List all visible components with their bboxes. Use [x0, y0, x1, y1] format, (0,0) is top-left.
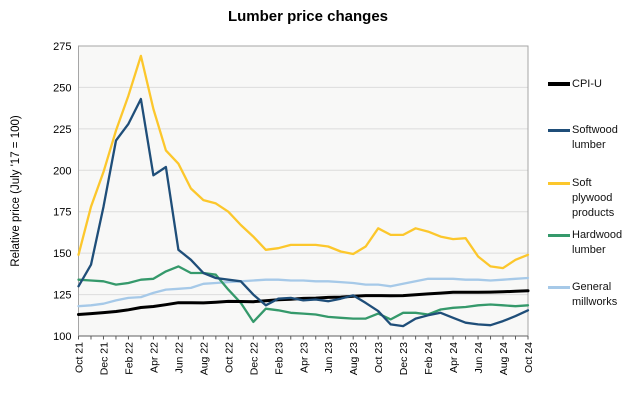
svg-text:Aug 23: Aug 23 [348, 342, 360, 375]
svg-text:Apr 22: Apr 22 [148, 342, 160, 373]
svg-text:Apr 24: Apr 24 [448, 342, 460, 373]
svg-text:100: 100 [53, 331, 71, 343]
svg-text:Dec 23: Dec 23 [398, 342, 410, 375]
svg-text:Feb 22: Feb 22 [123, 342, 135, 375]
svg-text:Apr 23: Apr 23 [298, 342, 310, 373]
legend-label: General millworks [572, 281, 618, 308]
svg-text:Oct 22: Oct 22 [223, 342, 235, 373]
legend-item-softwood-lumber: Softwood lumber [548, 123, 624, 153]
millworks-line-swatch-icon [548, 286, 570, 289]
svg-text:Feb 24: Feb 24 [423, 342, 435, 375]
svg-text:250: 250 [53, 82, 71, 94]
svg-text:175: 175 [53, 207, 71, 219]
svg-text:Dec 22: Dec 22 [248, 342, 260, 375]
legend: CPI-U Softwood lumber Soft plywood produ… [548, 0, 624, 400]
svg-text:Dec 21: Dec 21 [98, 342, 110, 375]
legend-label: Soft plywood products [572, 177, 615, 219]
legend-item-cpi-u: CPI-U [548, 77, 624, 92]
svg-text:Oct 23: Oct 23 [373, 342, 385, 373]
svg-text:Aug 22: Aug 22 [198, 342, 210, 375]
cpi-u-line-swatch-icon [548, 82, 570, 86]
chart-title: Lumber price changes [227, 8, 389, 25]
plywood-line-swatch-icon [548, 182, 570, 185]
svg-text:200: 200 [53, 165, 71, 177]
legend-item-soft-plywood: Soft plywood products [548, 176, 624, 221]
softwood-line-swatch-icon [548, 129, 570, 132]
svg-text:Jun 24: Jun 24 [473, 342, 485, 374]
svg-text:Oct 21: Oct 21 [74, 342, 86, 373]
legend-item-hardwood-lumber: Hardwood lumber [548, 228, 624, 258]
svg-text:Oct 24: Oct 24 [523, 342, 535, 373]
svg-text:Feb 23: Feb 23 [273, 342, 285, 375]
svg-text:125: 125 [53, 290, 71, 302]
svg-text:150: 150 [53, 248, 71, 260]
svg-text:225: 225 [53, 124, 71, 136]
svg-text:Jun 23: Jun 23 [323, 342, 335, 374]
hardwood-line-swatch-icon [548, 234, 570, 237]
legend-label: CPI-U [572, 78, 602, 90]
svg-text:Aug 24: Aug 24 [498, 342, 510, 375]
svg-text:Jun 22: Jun 22 [173, 342, 185, 374]
legend-item-general-millworks: General millworks [548, 280, 624, 310]
svg-text:275: 275 [53, 41, 71, 53]
legend-label: Softwood lumber [572, 124, 618, 151]
legend-label: Hardwood lumber [572, 229, 623, 256]
